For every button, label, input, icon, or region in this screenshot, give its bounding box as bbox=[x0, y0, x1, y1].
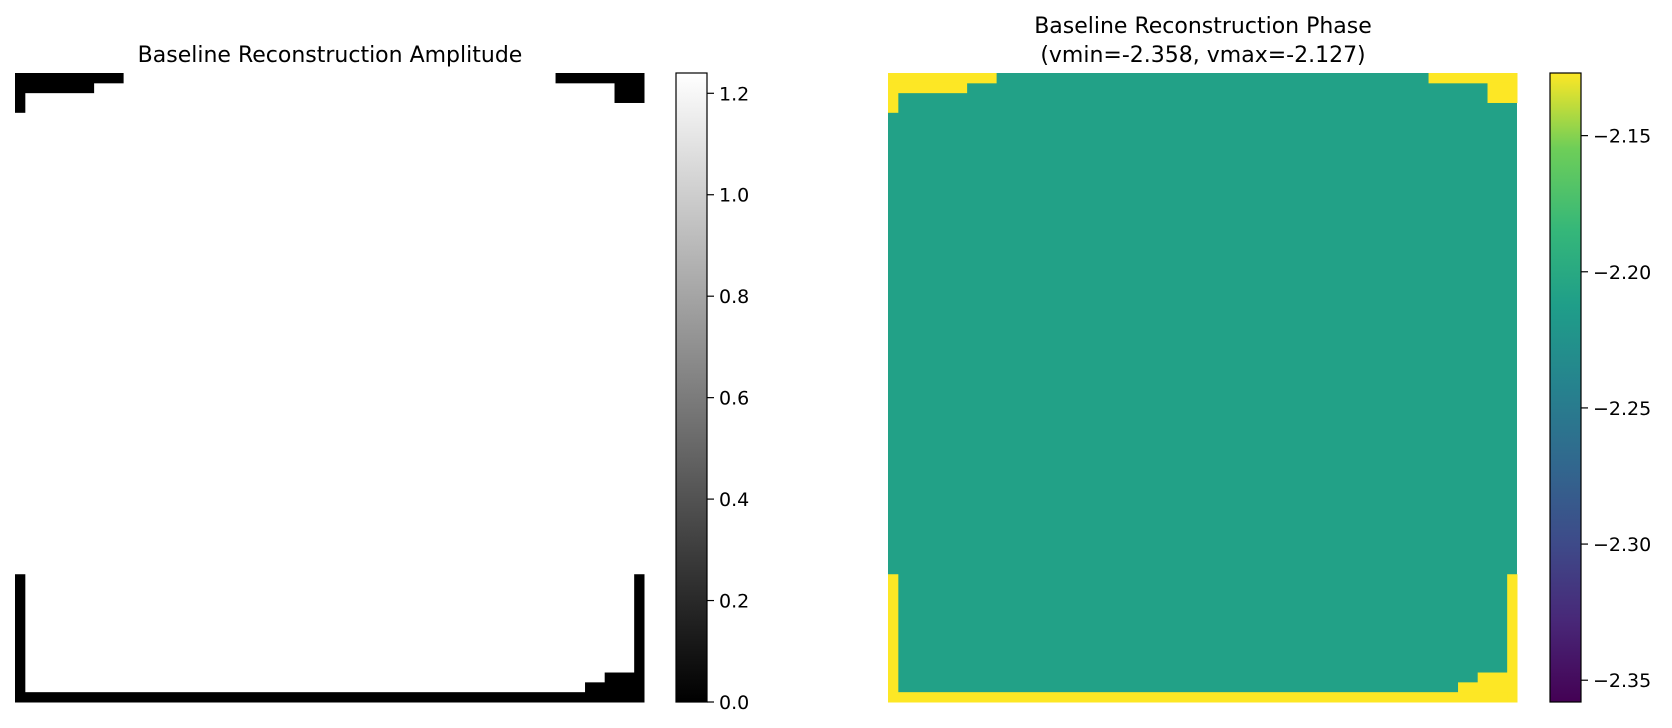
colorbar-tick-label: −2.20 bbox=[1593, 262, 1651, 284]
heatmap-cell-block bbox=[604, 672, 645, 693]
heatmap-cell-block bbox=[15, 692, 645, 703]
heatmap-cell-block bbox=[888, 82, 968, 94]
amplitude-heatmap bbox=[15, 73, 645, 703]
heatmap-background bbox=[888, 73, 1517, 702]
heatmap-cell-block bbox=[585, 682, 606, 693]
phase-panel: Baseline Reconstruction Phase (vmin=-2.3… bbox=[888, 14, 1651, 703]
colorbar-tick-label: −2.30 bbox=[1593, 534, 1651, 556]
colorbar-tick-label: −2.35 bbox=[1593, 670, 1651, 692]
heatmap-cell-block bbox=[1477, 672, 1518, 693]
amplitude-title: Baseline Reconstruction Amplitude bbox=[138, 43, 523, 68]
heatmap-cell-block bbox=[1428, 73, 1518, 84]
colorbar-tick-label: 0.4 bbox=[719, 489, 749, 511]
colorbar-tick-label: −2.25 bbox=[1593, 398, 1651, 420]
heatmap-background bbox=[15, 73, 644, 702]
heatmap-cell-block bbox=[888, 692, 1518, 703]
colorbar-tick-label: 0.2 bbox=[719, 591, 749, 613]
heatmap-cell-block bbox=[888, 574, 899, 703]
amplitude-colorbar-ticks: 0.0 0.2 0.4 0.6 0.8 1.0 1.2 bbox=[707, 83, 749, 714]
phase-heatmap bbox=[888, 73, 1518, 703]
heatmap-cell-block bbox=[15, 574, 26, 703]
heatmap-cell-block bbox=[634, 574, 645, 703]
phase-subtitle: (vmin=-2.358, vmax=-2.127) bbox=[1040, 43, 1365, 68]
colorbar-tick-label: 1.0 bbox=[719, 185, 749, 207]
heatmap-cell-block bbox=[1507, 574, 1518, 703]
colorbar-tick-label: 0.0 bbox=[719, 692, 749, 714]
heatmap-cell-block bbox=[888, 73, 997, 84]
heatmap-cell-block bbox=[1458, 682, 1479, 693]
heatmap-cell-block bbox=[1487, 82, 1518, 103]
heatmap-cell-block bbox=[555, 73, 645, 84]
phase-title: Baseline Reconstruction Phase bbox=[1034, 14, 1372, 39]
heatmap-cell-block bbox=[15, 92, 26, 113]
colorbar-tick-label: 0.8 bbox=[719, 286, 749, 308]
colorbar-tick-label: 0.6 bbox=[719, 388, 749, 410]
phase-colorbar-ticks: −2.15 −2.20 −2.25 −2.30 −2.35 bbox=[1581, 126, 1651, 692]
heatmap-cell-block bbox=[614, 82, 645, 103]
amplitude-colorbar bbox=[675, 72, 708, 703]
phase-colorbar bbox=[1549, 72, 1582, 703]
heatmap-cell-block bbox=[888, 92, 899, 113]
colorbar-tick-label: 1.2 bbox=[719, 83, 749, 105]
heatmap-cell-block bbox=[15, 82, 95, 94]
colorbar-tick-label: −2.15 bbox=[1593, 126, 1651, 148]
heatmap-cell-block bbox=[15, 73, 124, 84]
amplitude-panel: Baseline Reconstruction Amplitude 0.0 0.2… bbox=[15, 43, 749, 714]
